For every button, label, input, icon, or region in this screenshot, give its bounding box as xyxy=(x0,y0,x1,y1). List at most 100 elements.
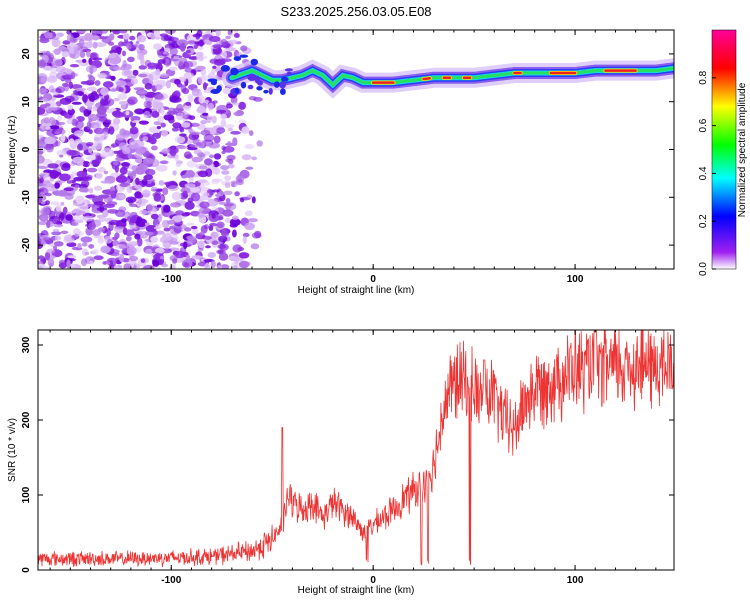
spectrogram-noise-blob xyxy=(44,32,53,39)
spectrogram-noise-blob xyxy=(93,133,105,143)
spectrogram-noise-blob xyxy=(112,160,119,166)
spectrogram-noise-blob xyxy=(100,245,111,254)
spectrogram-noise-blob xyxy=(256,140,263,147)
spectrogram-noise-blob xyxy=(234,191,240,197)
spectrogram-noise-blob xyxy=(77,91,84,96)
snr-frame xyxy=(37,329,675,571)
spectrogram-noise-blob xyxy=(137,158,143,164)
spectrogram-noise-blob xyxy=(191,255,203,260)
spectrogram-noise-blob xyxy=(168,185,179,192)
spectrogram-noise-blob xyxy=(47,258,55,267)
spectrogram-noise-blob xyxy=(174,135,186,144)
spectrogram-noise-blob xyxy=(220,113,227,120)
spectrogram-noise-blob xyxy=(38,255,44,260)
spectrogram-noise-blob xyxy=(161,148,170,154)
snr-panel: -100 0 100 0 100 200 300 Height of straight li… xyxy=(7,329,675,596)
spectrogram-noise-blob xyxy=(146,62,157,68)
spectrogram-noise-blob xyxy=(60,201,65,206)
spectrogram-noise-blob xyxy=(213,135,221,144)
spectrogram-noise-blob xyxy=(113,117,121,125)
spectrogram-noise-blob xyxy=(184,201,195,210)
spectrogram-noise-blob xyxy=(120,102,126,109)
spectrogram-noise-blob xyxy=(113,265,119,269)
spectrogram-noise-blob xyxy=(72,215,85,221)
spectrogram-noise-blob xyxy=(208,225,214,232)
spectrogram-noise-blob xyxy=(57,190,68,197)
spectrogram-noise-blob xyxy=(238,252,250,259)
spectrogram-noise-blob xyxy=(53,245,57,250)
spectrogram-noise-blob xyxy=(80,180,90,188)
spectrogram-noise-blob xyxy=(49,125,60,130)
spectrogram-noise-blob xyxy=(79,106,86,113)
spectrogram-noise-blob xyxy=(232,244,243,253)
spectrogram-noise-blob xyxy=(112,30,121,35)
spectrogram-noise-blob xyxy=(112,240,119,246)
spectrogram-noise-blob xyxy=(52,228,60,232)
spectrogram-noise-blob xyxy=(59,212,65,221)
spectrogram-noise-blob xyxy=(65,214,73,221)
spectrogram-noise-blob xyxy=(103,170,108,175)
spectrogram-noise-blob xyxy=(186,160,198,168)
spectrogram-noise-blob xyxy=(153,193,161,202)
spectrogram-noise-blob xyxy=(71,127,80,131)
spectrogram-noise-blob xyxy=(215,30,221,37)
spectrogram-noise-blob xyxy=(51,38,61,48)
spectrogram-noise-blob xyxy=(167,107,176,112)
spectrogram-noise-blob xyxy=(152,101,164,110)
spectrogram-noise-blob xyxy=(103,189,115,196)
spectrogram-noise-blob xyxy=(210,167,221,175)
ridge-blob xyxy=(230,67,239,76)
spectrogram-noise-blob xyxy=(87,105,93,111)
spectrogram-noise-blob xyxy=(108,222,114,232)
spectrogram-noise-blob xyxy=(200,120,207,125)
spectrogram-noise-blob xyxy=(77,30,87,33)
spectrogram-noise-blob xyxy=(90,30,97,34)
spectrogram-noise-blob xyxy=(200,225,208,234)
spectrogram-noise-blob xyxy=(156,125,161,130)
spectrogram-noise-blob xyxy=(247,218,258,223)
ridge-blob xyxy=(256,86,263,91)
spectrogram-noise-blob xyxy=(225,35,232,40)
spectrogram-noise-blob xyxy=(215,231,220,239)
spectrogram-noise-blob xyxy=(201,235,212,240)
spectrogram-noise-blob xyxy=(118,41,124,47)
colorbar-tick-label: 0.2 xyxy=(698,214,709,228)
spectrogram-noise-blob xyxy=(197,179,208,184)
spectrogram-noise-blob xyxy=(146,203,155,213)
spectrogram-noise-blob xyxy=(113,111,125,118)
spectrogram-noise-blob xyxy=(161,129,168,137)
colorbar-tick-label: 0.4 xyxy=(698,166,709,180)
spectrogram-noise-blob xyxy=(212,178,223,183)
spectrogram-noise-blob xyxy=(75,195,85,204)
spectrogram-noise-blob xyxy=(181,212,190,217)
spectrogram-noise-blob xyxy=(170,147,177,157)
spectrogram-noise-blob xyxy=(152,259,160,267)
spectrogram-noise-blob xyxy=(89,260,94,265)
spectrogram-noise-blob xyxy=(239,197,245,203)
x-tick-label: 0 xyxy=(370,575,376,586)
spectrogram-noise-blob xyxy=(253,97,263,102)
ridge-blob xyxy=(279,81,286,89)
spectrogram-noise-blob xyxy=(220,264,230,269)
spectrogram-noise-blob xyxy=(181,174,187,179)
spectrogram-noise-blob xyxy=(183,72,194,79)
ridge-blob xyxy=(284,68,293,72)
spectrogram-noise-blob xyxy=(118,87,124,92)
spectrogram-noise-blob xyxy=(193,149,203,155)
spectrogram-noise-blob xyxy=(125,110,130,116)
spectrogram-noise-blob xyxy=(92,105,97,112)
spectrogram-noise-blob xyxy=(163,35,173,41)
spectrogram-noise-blob xyxy=(129,126,139,135)
spectrogram-noise-blob xyxy=(54,131,60,135)
spectrogram-noise-blob xyxy=(89,187,94,194)
spectrogram-noise-blob xyxy=(76,170,88,178)
spectrogram-noise-blob xyxy=(208,36,221,42)
spectrogram-noise-blob xyxy=(129,35,136,41)
spectrogram-noise-blob xyxy=(80,176,93,182)
spectrogram-noise-blob xyxy=(88,114,98,122)
spectrogram-noise-blob xyxy=(222,146,235,153)
spectrogram-noise-blob xyxy=(212,65,217,69)
spectrogram-noise-blob xyxy=(61,50,70,58)
spectrogram-noise-blob xyxy=(138,65,147,70)
y-tick-label: -20 xyxy=(21,237,32,252)
